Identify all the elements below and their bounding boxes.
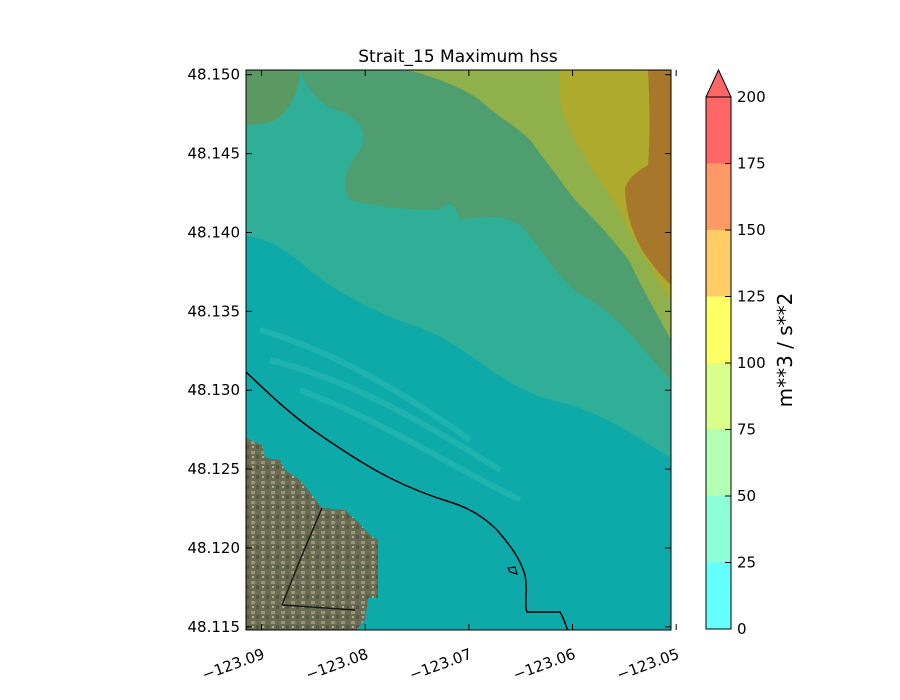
x-tick-label: −123.06 bbox=[511, 645, 578, 684]
colorbar-label: m**3 / s**2 bbox=[773, 293, 797, 408]
colorbar-segment bbox=[706, 163, 731, 230]
colorbar-segment bbox=[706, 97, 731, 164]
colorbar-segment bbox=[706, 296, 731, 363]
colorbar-segment bbox=[706, 230, 731, 297]
plot-frame bbox=[245, 69, 672, 631]
y-tick-label: 48.140 bbox=[188, 223, 241, 241]
colorbar-tick-label: 150 bbox=[737, 221, 766, 239]
y-tick-label: 48.115 bbox=[188, 618, 241, 636]
x-tick-label: −123.07 bbox=[407, 645, 474, 684]
band-50-75-left bbox=[246, 70, 300, 125]
y-tick-label: 48.130 bbox=[188, 381, 241, 399]
land-area bbox=[246, 438, 378, 630]
y-tick-label: 48.150 bbox=[188, 66, 241, 84]
colorbar-tick-label: 200 bbox=[737, 88, 766, 106]
x-tick-label: −123.09 bbox=[200, 645, 267, 684]
colorbar-segment bbox=[706, 562, 731, 629]
band-125-150 bbox=[625, 70, 671, 285]
shoreline bbox=[246, 371, 569, 630]
colorbar-segment bbox=[706, 496, 731, 563]
colorbar-tick-label: 100 bbox=[737, 354, 766, 372]
colorbar-tick-label: 125 bbox=[737, 288, 766, 306]
colorbar-tick-label: 50 bbox=[737, 487, 756, 505]
x-tick-label: −123.05 bbox=[614, 645, 681, 684]
colorbar-segment bbox=[706, 363, 731, 430]
water-texture bbox=[259, 327, 522, 503]
shoreline-islet bbox=[507, 566, 518, 575]
colorbar-segment bbox=[706, 429, 731, 496]
y-tick-label: 48.135 bbox=[188, 302, 241, 320]
colorbar-tick-label: 75 bbox=[737, 421, 756, 439]
colorbar-tick-label: 25 bbox=[737, 554, 756, 572]
colorbar-tick-label: 0 bbox=[737, 620, 747, 638]
chart-title: Strait_15 Maximum hss bbox=[358, 47, 558, 67]
colorbar: 0 25 50 75 100 125 150 175 200 bbox=[705, 68, 766, 638]
x-tick-label: −123.08 bbox=[303, 645, 370, 684]
colorbar-tick-label: 175 bbox=[737, 155, 766, 173]
map-plot-area bbox=[246, 70, 671, 630]
y-tick-label: 48.120 bbox=[188, 539, 241, 557]
y-tick-label: 48.125 bbox=[188, 460, 241, 478]
y-axis-ticks: 48.115 48.120 48.125 48.130 48.135 48.140 48.1… bbox=[188, 66, 671, 636]
land-boundary bbox=[281, 507, 356, 611]
colorbar-extend-arrow bbox=[705, 68, 732, 98]
y-tick-label: 48.145 bbox=[188, 145, 241, 163]
